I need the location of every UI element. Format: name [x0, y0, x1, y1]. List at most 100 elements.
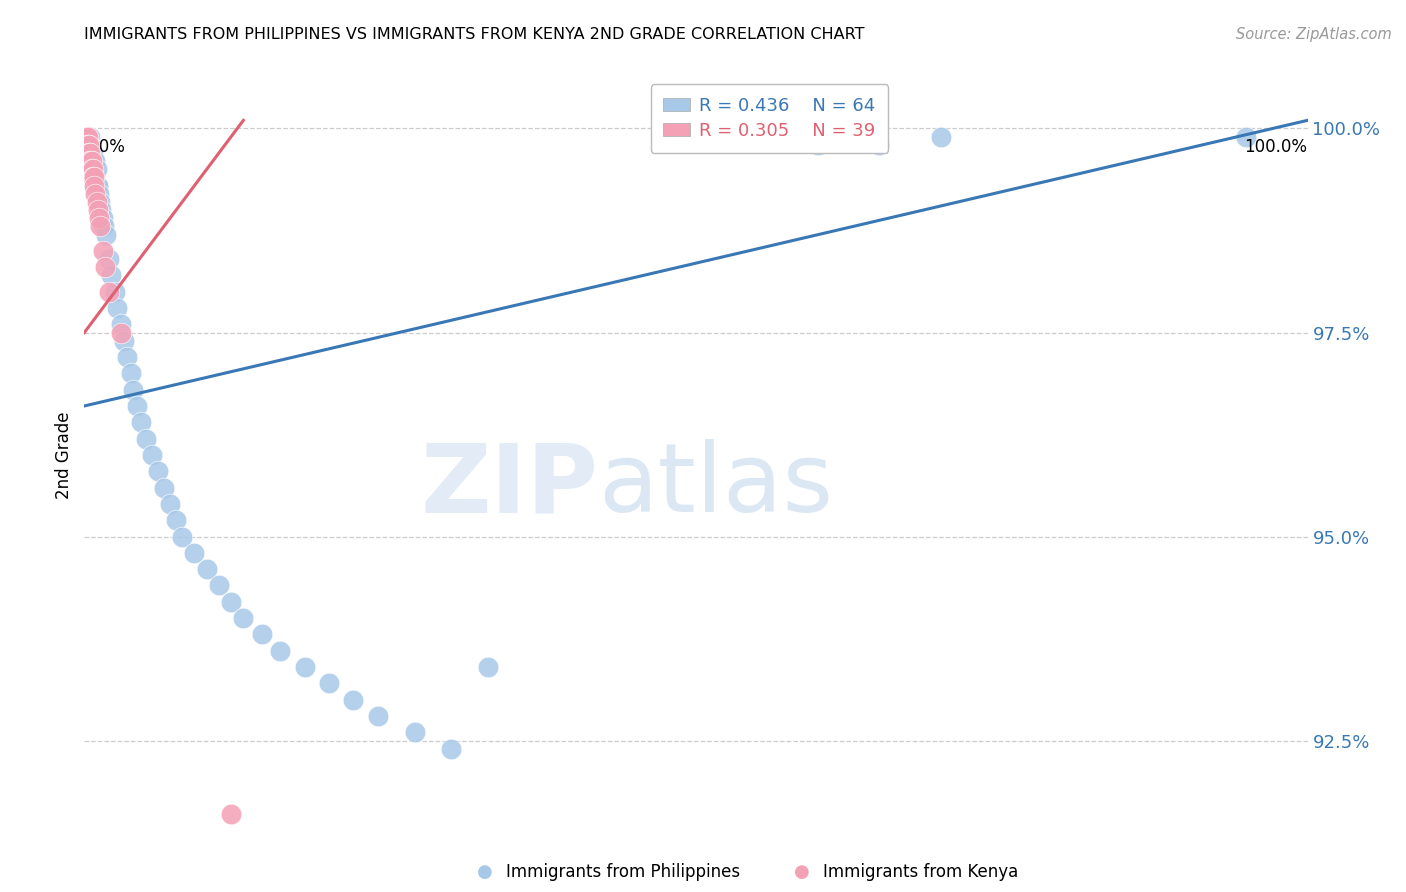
Point	[80, 162, 103, 177]
Point	[82, 170, 104, 185]
Point	[80, 145, 103, 160]
Point	[96, 227, 118, 242]
Point	[146, 464, 169, 478]
Point	[232, 611, 254, 625]
Point	[77, 145, 100, 160]
Point	[80, 154, 103, 169]
Point	[219, 595, 242, 609]
Point	[79, 154, 101, 169]
Point	[79, 154, 101, 169]
Point	[79, 162, 101, 177]
Point	[115, 350, 138, 364]
Point	[94, 260, 117, 275]
Point	[183, 546, 205, 560]
Point	[125, 399, 148, 413]
Point	[77, 137, 100, 152]
Point	[77, 154, 100, 169]
Point	[89, 219, 111, 234]
Point	[1236, 129, 1258, 144]
Point	[75, 129, 97, 144]
Point	[76, 129, 98, 144]
Point	[77, 154, 100, 169]
Point	[929, 129, 952, 144]
Point	[104, 285, 127, 299]
Point	[120, 367, 142, 381]
Point	[219, 807, 242, 822]
Point	[105, 301, 128, 315]
Point	[82, 162, 104, 177]
Point	[77, 145, 100, 160]
Point	[83, 178, 105, 193]
Point	[100, 268, 122, 283]
Point	[135, 432, 157, 446]
Point	[75, 129, 97, 144]
Point	[76, 129, 98, 144]
Y-axis label: 2nd Grade: 2nd Grade	[55, 411, 73, 499]
Text: IMMIGRANTS FROM PHILIPPINES VS IMMIGRANTS FROM KENYA 2ND GRADE CORRELATION CHART: IMMIGRANTS FROM PHILIPPINES VS IMMIGRANT…	[84, 27, 865, 42]
Point	[76, 145, 98, 160]
Point	[76, 137, 98, 152]
Text: Immigrants from Kenya: Immigrants from Kenya	[823, 863, 1018, 881]
Point	[172, 529, 194, 543]
Point	[91, 211, 114, 226]
Point	[87, 211, 110, 226]
Text: ●: ●	[793, 863, 810, 881]
Point	[159, 497, 181, 511]
Text: ZIP: ZIP	[420, 439, 598, 533]
Point	[269, 644, 291, 658]
Point	[97, 285, 120, 299]
Point	[153, 481, 176, 495]
Point	[318, 676, 340, 690]
Point	[75, 129, 97, 144]
Point	[477, 660, 499, 674]
Point	[97, 252, 120, 266]
Point	[79, 137, 101, 152]
Point	[77, 137, 100, 152]
Point	[89, 194, 111, 209]
Point	[79, 154, 101, 169]
Point	[110, 318, 132, 332]
Point	[76, 137, 98, 152]
Point	[208, 578, 231, 592]
Point	[86, 178, 108, 193]
Point	[83, 170, 105, 185]
Point	[77, 137, 100, 152]
Point	[165, 513, 187, 527]
Point	[75, 137, 97, 152]
Point	[77, 145, 100, 160]
Point	[76, 137, 98, 152]
Point	[79, 145, 101, 160]
Text: Immigrants from Philippines: Immigrants from Philippines	[506, 863, 741, 881]
Text: ●: ●	[477, 863, 494, 881]
Point	[87, 203, 110, 218]
Point	[77, 129, 100, 144]
Point	[84, 186, 107, 201]
Point	[87, 178, 110, 193]
Point	[77, 154, 100, 169]
Point	[77, 145, 100, 160]
Point	[869, 137, 891, 152]
Point	[76, 129, 98, 144]
Text: 100.0%: 100.0%	[1244, 138, 1308, 156]
Point	[79, 129, 101, 144]
Legend: R = 0.436    N = 64, R = 0.305    N = 39: R = 0.436 N = 64, R = 0.305 N = 39	[651, 84, 889, 153]
Point	[82, 145, 104, 160]
Point	[84, 154, 107, 169]
Point	[86, 162, 108, 177]
Point	[93, 219, 115, 234]
Point	[83, 154, 105, 169]
Point	[122, 383, 145, 397]
Point	[87, 186, 110, 201]
Point	[250, 627, 273, 641]
Point	[77, 137, 100, 152]
Point	[86, 194, 108, 209]
Point	[77, 137, 100, 152]
Point	[112, 334, 135, 348]
Point	[84, 178, 107, 193]
Point	[90, 203, 112, 218]
Point	[129, 415, 152, 429]
Point	[80, 154, 103, 169]
Text: Source: ZipAtlas.com: Source: ZipAtlas.com	[1236, 27, 1392, 42]
Point	[77, 145, 100, 160]
Point	[807, 137, 830, 152]
